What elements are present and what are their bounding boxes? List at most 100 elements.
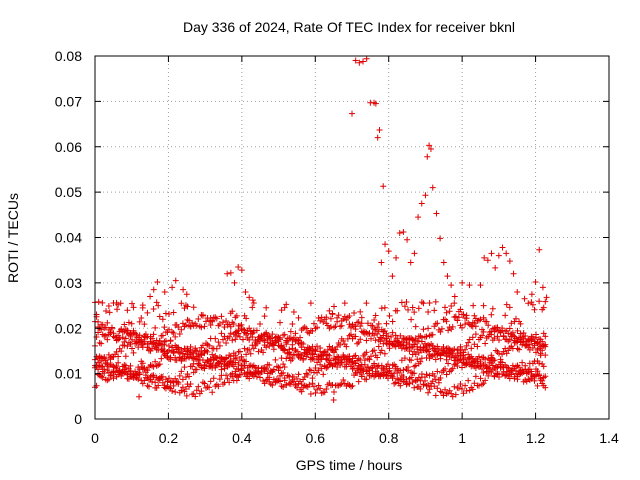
data-point: [394, 307, 401, 314]
data-point: [458, 386, 465, 393]
data-point: [240, 336, 247, 343]
data-point: [352, 333, 359, 340]
data-point: [477, 358, 484, 365]
data-point: [466, 387, 473, 394]
data-point: [542, 333, 549, 340]
data-point: [351, 310, 358, 317]
data-point: [294, 375, 301, 382]
data-point: [184, 316, 191, 323]
data-point: [472, 331, 479, 338]
data-point: [306, 366, 313, 373]
data-point: [95, 329, 102, 336]
x-tick-label: 1.4: [599, 430, 619, 446]
data-point: [412, 362, 419, 369]
data-point: [452, 353, 459, 360]
data-point: [426, 332, 433, 339]
data-point: [263, 366, 270, 373]
data-point: [324, 356, 331, 363]
data-point: [346, 332, 353, 339]
data-point: [400, 229, 407, 236]
y-tick-label: 0.03: [55, 275, 82, 291]
data-point: [277, 364, 284, 371]
data-point: [113, 348, 120, 355]
data-point: [471, 341, 478, 348]
data-point: [411, 384, 418, 391]
data-point: [269, 331, 276, 338]
y-tick-label: 0.01: [55, 366, 82, 382]
data-point: [95, 366, 102, 373]
data-point: [347, 331, 354, 338]
data-point: [385, 248, 392, 255]
data-point: [240, 357, 247, 364]
data-point: [451, 383, 458, 390]
data-point: [189, 363, 196, 370]
data-point: [392, 379, 399, 386]
data-point: [270, 366, 277, 373]
data-point: [483, 318, 490, 325]
data-point: [309, 375, 316, 382]
data-point: [397, 382, 404, 389]
data-point: [141, 338, 148, 345]
data-point: [206, 342, 213, 349]
data-point: [169, 284, 176, 291]
data-point: [227, 323, 234, 330]
data-point: [363, 300, 370, 307]
data-point: [236, 322, 243, 329]
data-point: [124, 343, 131, 350]
data-point: [219, 336, 226, 343]
data-point: [280, 369, 287, 376]
data-point: [210, 357, 217, 364]
data-point: [150, 373, 157, 380]
data-point: [381, 350, 388, 357]
data-point: [506, 258, 513, 265]
data-point: [463, 387, 470, 394]
data-point: [186, 373, 193, 380]
data-point: [327, 323, 334, 330]
data-point: [437, 374, 444, 381]
data-point: [431, 307, 438, 314]
data-point: [192, 393, 199, 400]
data-point: [389, 329, 396, 336]
data-point: [465, 377, 472, 384]
data-point: [401, 303, 408, 310]
data-point: [310, 320, 317, 327]
data-point: [371, 332, 378, 339]
data-point: [408, 344, 415, 351]
data-point: [127, 362, 134, 369]
data-point: [278, 307, 285, 314]
data-point: [445, 327, 452, 334]
data-point: [432, 392, 439, 399]
data-point: [201, 323, 208, 330]
data-point: [255, 348, 262, 355]
data-point: [289, 345, 296, 352]
data-point: [448, 390, 455, 397]
data-point: [277, 334, 284, 341]
data-point: [358, 320, 365, 327]
data-point: [452, 313, 459, 320]
data-point: [300, 340, 307, 347]
data-point: [408, 374, 415, 381]
data-point: [180, 286, 187, 293]
data-point: [542, 298, 549, 305]
data-point: [472, 373, 479, 380]
data-point: [166, 375, 173, 382]
data-point: [209, 351, 216, 358]
data-point: [411, 341, 418, 348]
data-point: [514, 345, 521, 352]
data-point: [215, 383, 222, 390]
data-point: [183, 291, 190, 298]
data-point: [101, 366, 108, 373]
data-point: [96, 339, 103, 346]
data-point: [448, 302, 455, 309]
data-point: [522, 332, 529, 339]
data-point: [290, 334, 297, 341]
data-point: [519, 359, 526, 366]
data-point: [392, 332, 399, 339]
data-point: [260, 349, 267, 356]
data-point: [488, 352, 495, 359]
data-point: [406, 380, 413, 387]
data-point: [420, 326, 427, 333]
data-point: [298, 344, 305, 351]
data-point: [190, 350, 197, 357]
data-point: [178, 300, 185, 307]
